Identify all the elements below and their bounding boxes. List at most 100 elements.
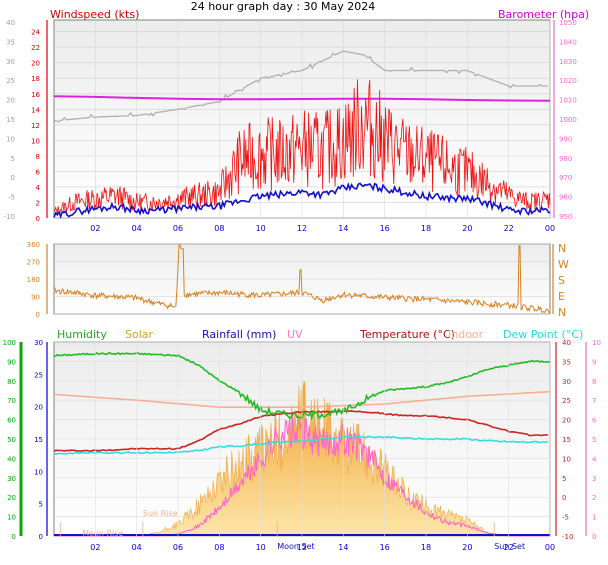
baro-y-tick-label: 970 (559, 174, 572, 182)
moonset-marker-label: Moon Set (277, 542, 314, 551)
humidity-y-tick-label: 0 (12, 533, 16, 541)
temp-x-tick-label: 02 (90, 543, 100, 552)
baro-y-tick-label: 1010 (559, 97, 577, 105)
compass-tick-label: W (558, 258, 569, 271)
humidity-y-tick-label: 20 (7, 494, 16, 502)
compass-tick-label: S (558, 274, 565, 287)
temperature-y-tick-label: 40 (562, 339, 571, 347)
wind-y-tick-label: 12 (31, 122, 40, 130)
rainfall-y-tick-label: 15 (34, 436, 43, 444)
outer-y-tick-label: -5 (8, 194, 15, 202)
uv-y-tick-label: 3 (592, 475, 596, 483)
dewpoint-series (53, 435, 549, 456)
outer-y-tick-label: 25 (6, 77, 15, 85)
direction-y-tick-label: 270 (27, 259, 40, 267)
wind-y-tick-label: 8 (36, 153, 40, 161)
temperature-series (53, 409, 548, 453)
baro-y-tick-label: 1020 (559, 77, 577, 85)
wind-x-tick-label: 14 (338, 224, 348, 233)
baro-y-tick-label: 950 (559, 213, 572, 221)
legend-temperature: Temperature (°C) (359, 328, 455, 341)
wind-y-tick-label: 10 (31, 137, 40, 145)
wind-x-tick-label: 16 (380, 224, 390, 233)
humidity-y-tick-label: 80 (7, 378, 16, 386)
temp-x-tick-label: 10 (256, 543, 266, 552)
uv-y-tick-label: 1 (592, 514, 596, 522)
direction-y-tick-label: 360 (27, 241, 40, 249)
uv-y-tick-label: 8 (592, 378, 596, 386)
legend-solar: Solar (125, 328, 154, 341)
baro-y-tick-label: 1030 (559, 58, 577, 66)
uv-y-tick-label: 7 (592, 397, 596, 405)
wind-y-tick-label: 22 (31, 44, 40, 52)
uv-y-tick-label: 6 (592, 417, 597, 425)
direction-y-tick-label: 180 (27, 276, 40, 284)
outer-y-tick-label: 35 (6, 38, 15, 46)
wind-x-tick-label: 06 (173, 224, 183, 233)
temp-x-tick-label: 18 (421, 543, 431, 552)
direction-y-tick-label: 0 (36, 311, 40, 319)
wind-x-tick-label: 20 (462, 224, 472, 233)
uv-y-tick-label: 9 (592, 358, 596, 366)
humidity-y-tick-label: 70 (7, 397, 16, 405)
temp-x-tick-label: 06 (173, 543, 183, 552)
wind-x-tick-label: 04 (132, 224, 142, 233)
outer-y-tick-label: 15 (6, 116, 15, 124)
rainfall-y-tick-label: 30 (34, 339, 43, 347)
direction-y-tick-label: 90 (31, 294, 40, 302)
barometer-series (53, 95, 551, 102)
outer-y-tick-label: 30 (6, 58, 15, 66)
wind-x-tick-label: 02 (90, 224, 100, 233)
legend-dewpoint: Dew Point (°C) (503, 328, 583, 341)
wind-y-tick-label: 14 (31, 106, 40, 114)
humidity-y-tick-label: 10 (7, 514, 16, 522)
compass-tick-label: N (558, 242, 566, 255)
temp-x-tick-label: 22 (504, 543, 514, 552)
wind-y-tick-label: 20 (31, 60, 40, 68)
outer-y-tick-label: 40 (6, 19, 15, 27)
rainfall-y-tick-label: 5 (39, 501, 43, 509)
legend-uv: UV (287, 328, 303, 341)
wind-y-tick-label: 16 (31, 91, 40, 99)
page-title: 24 hour graph day : 30 May 2024 (191, 0, 376, 13)
temperature-y-tick-label: 0 (562, 494, 566, 502)
humidity-y-tick-label: 40 (7, 455, 16, 463)
temperature-y-tick-label: 30 (562, 378, 571, 386)
baro-y-tick-label: 1050 (559, 19, 577, 27)
temperature-y-tick-label: -5 (562, 514, 569, 522)
temp-x-tick-label: 20 (462, 543, 472, 552)
wind-average-series (53, 181, 551, 220)
wind-x-tick-label: 22 (504, 224, 514, 233)
baro-y-tick-label: 1040 (559, 38, 577, 46)
temperature-y-tick-label: 5 (562, 475, 566, 483)
baro-y-tick-label: 990 (559, 135, 572, 143)
humidity-y-tick-label: 90 (7, 358, 16, 366)
wind-y-tick-label: 24 (31, 29, 40, 37)
sunset-marker-label: Sun Set (494, 542, 525, 551)
legend-humidity: Humidity (57, 328, 107, 341)
wind-gust-series (53, 79, 551, 215)
uv-y-tick-label: 2 (592, 494, 596, 502)
uv-y-tick-label: 10 (592, 339, 601, 347)
humidity-y-tick-label: 50 (7, 436, 16, 444)
compass-tick-label: E (558, 290, 565, 303)
outer-y-tick-label: 0 (11, 174, 15, 182)
temp-x-tick-label: 00 (545, 543, 555, 552)
wind-y-tick-label: 18 (31, 75, 40, 83)
uv-y-tick-label: 5 (592, 436, 596, 444)
uv-y-tick-label: 4 (592, 455, 597, 463)
rainfall-y-tick-label: 10 (34, 468, 43, 476)
wind-x-tick-label: 08 (214, 224, 224, 233)
temp-x-tick-label: 08 (214, 543, 224, 552)
humidity-y-tick-label: 30 (7, 475, 16, 483)
humidity-y-tick-label: 100 (3, 339, 16, 347)
baro-y-tick-label: 1000 (559, 116, 577, 124)
wind-x-tick-label: 10 (256, 224, 266, 233)
baro-y-tick-label: 960 (559, 194, 572, 202)
outer-y-tick-label: -10 (4, 213, 15, 221)
rainfall-y-tick-label: 20 (34, 404, 43, 412)
wind-x-tick-label: 12 (297, 224, 307, 233)
temperature-y-tick-label: -10 (562, 533, 573, 541)
wind-axis-title: Windspeed (kts) (50, 8, 139, 21)
